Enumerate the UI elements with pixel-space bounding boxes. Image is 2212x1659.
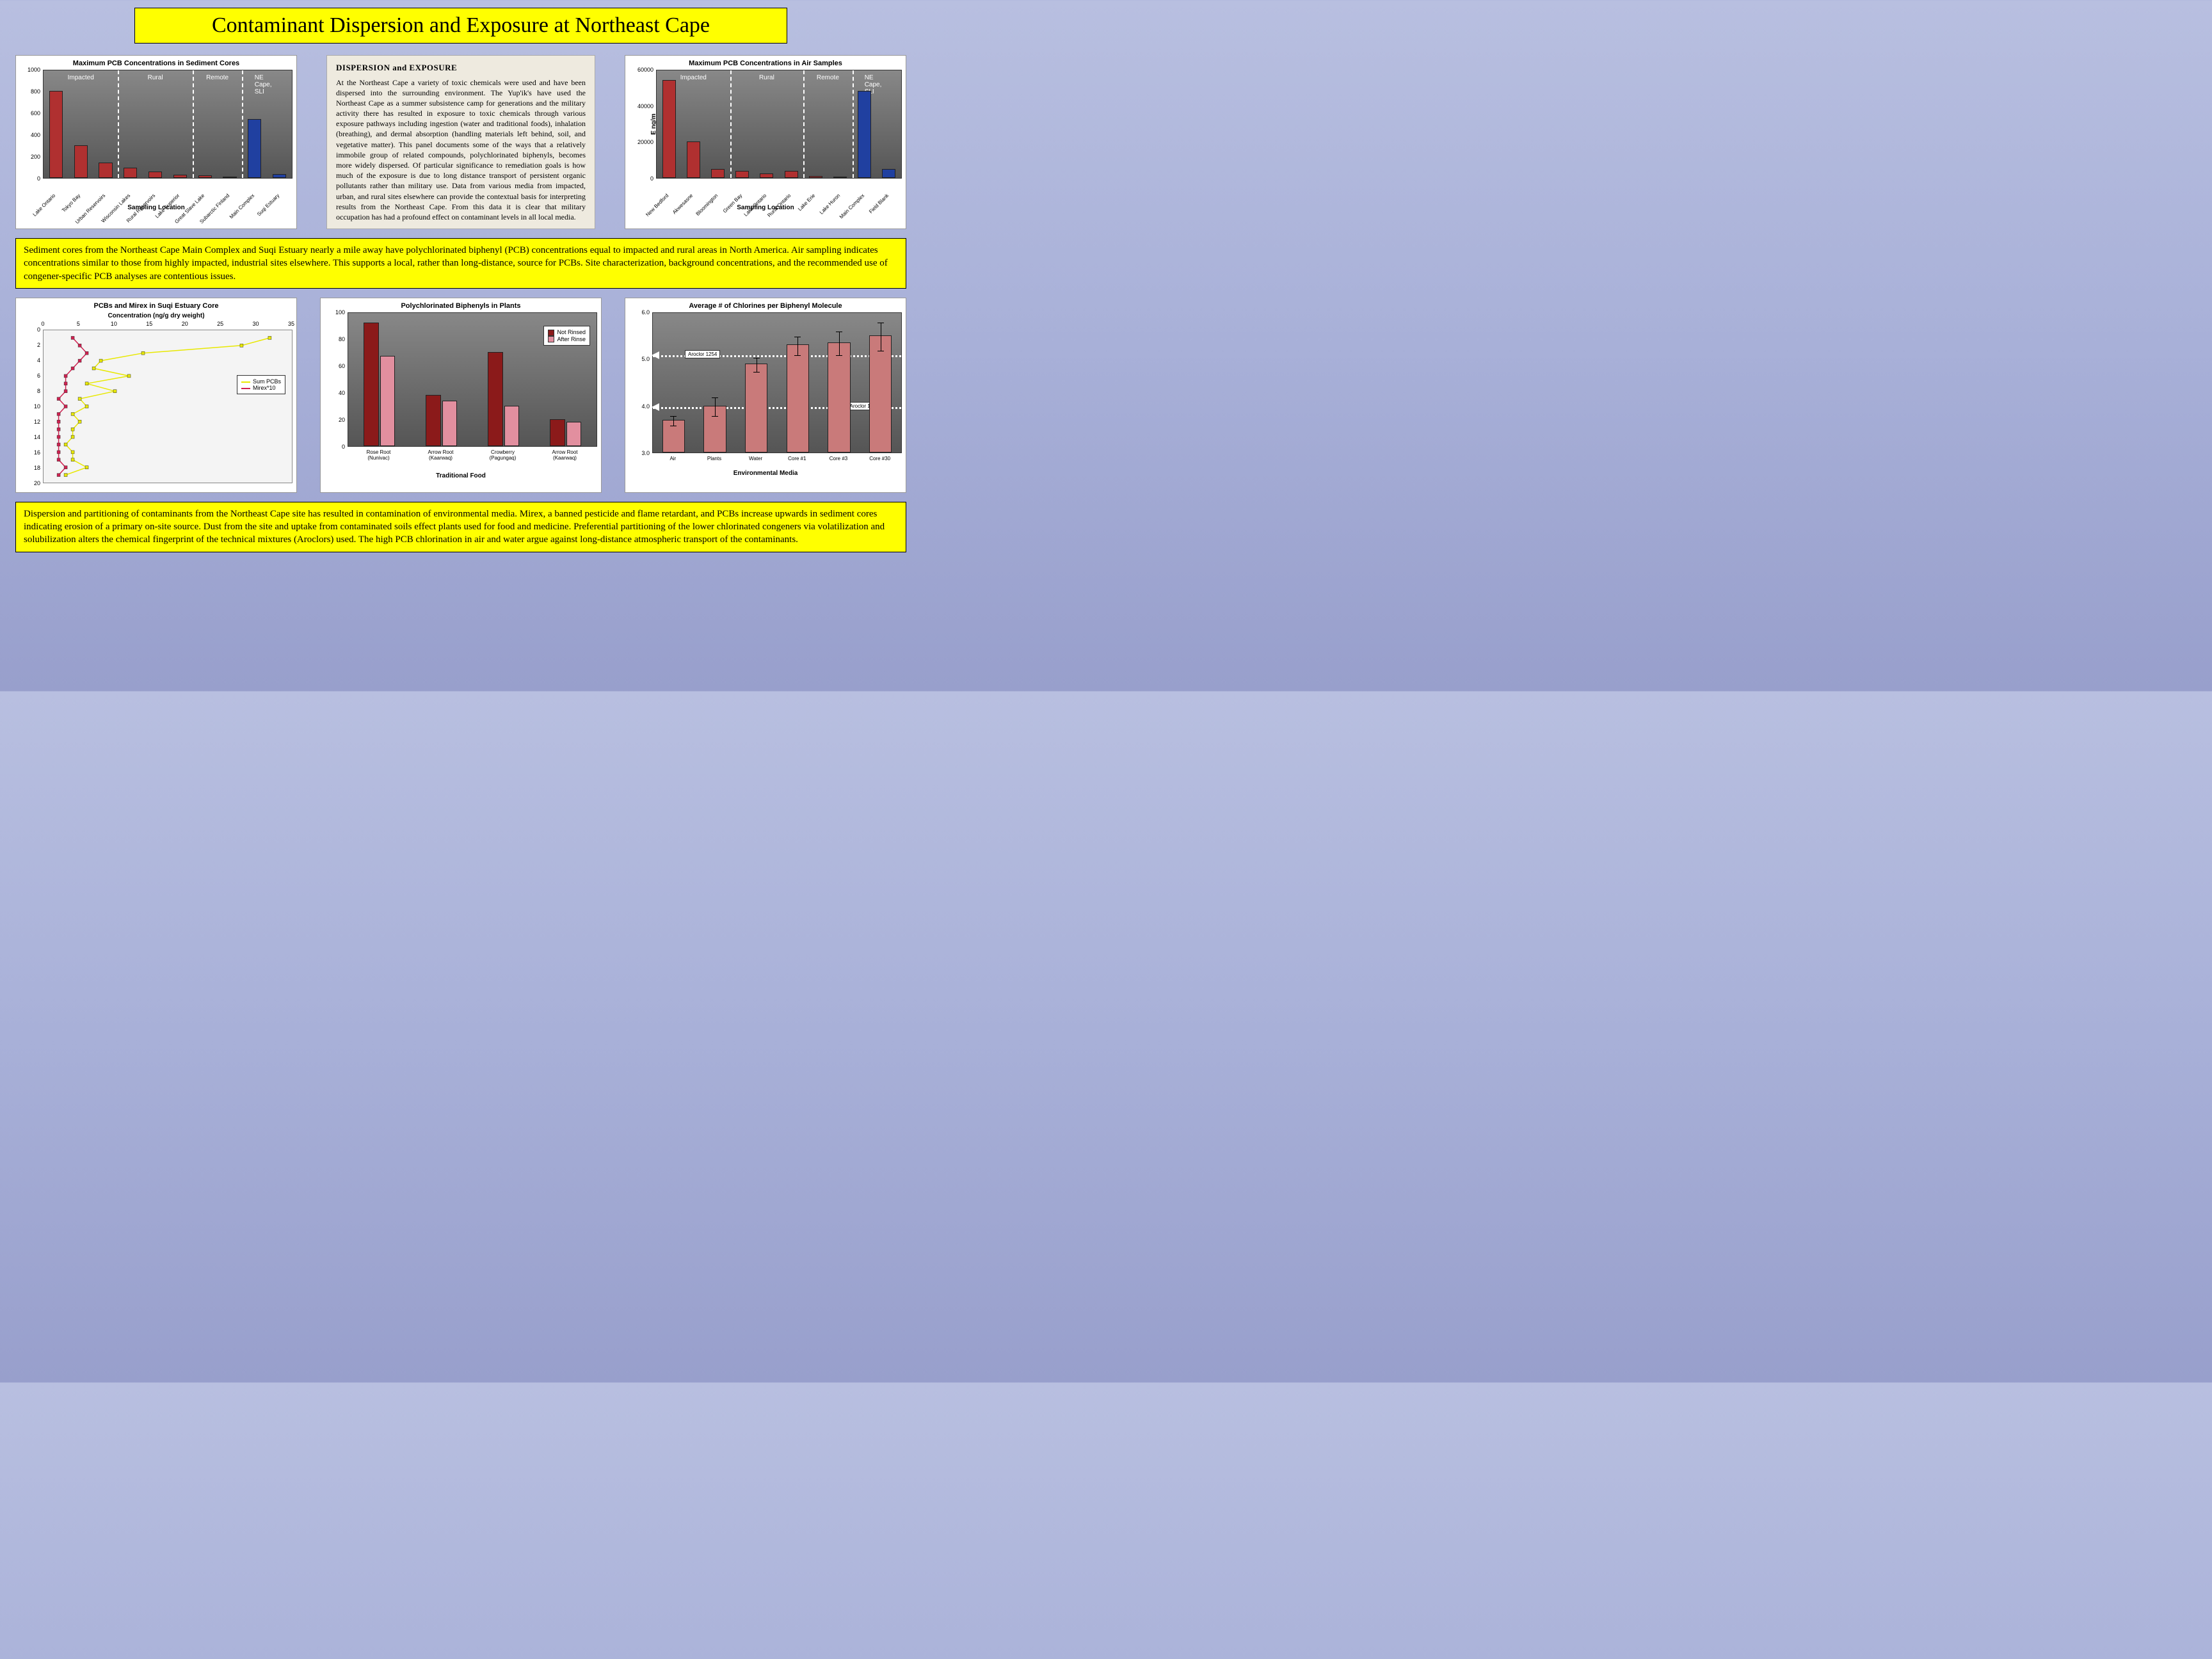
bar <box>566 422 581 446</box>
bar <box>809 176 822 178</box>
bar <box>380 356 395 446</box>
air-chart-title: Maximum PCB Concentrations in Air Sample… <box>629 60 902 67</box>
bar <box>785 171 798 178</box>
plants-xlabel: Traditional Food <box>325 472 597 479</box>
plants-chart-title: Polychlorinated Biphenyls in Plants <box>325 302 597 310</box>
bar <box>504 406 519 446</box>
bar <box>735 171 749 178</box>
bar <box>760 173 773 178</box>
core-chart-panel: PCBs and Mirex in Suqi Estuary Core Conc… <box>15 298 297 493</box>
bar <box>662 80 676 178</box>
core-plot: Sum PCBs Mirex*10 <box>43 330 293 483</box>
bar <box>687 141 700 178</box>
chlorines-chart-panel: Average # of Chlorines per Biphenyl Mole… <box>625 298 906 493</box>
sediment-xlabel: Sampling Location <box>20 204 293 211</box>
plants-chart-panel: Polychlorinated Biphenyls in Plants PCBs… <box>320 298 602 493</box>
chlorines-xlabel: Environmental Media <box>629 470 902 477</box>
air-plot: ImpactedRuralRemoteNE Cape, SLI <box>656 70 902 179</box>
bar <box>828 342 851 453</box>
bar <box>550 419 565 446</box>
bar <box>858 91 871 178</box>
bar <box>74 145 88 178</box>
dispersion-heading: DISPERSION and EXPOSURE <box>336 62 586 74</box>
sediment-plot: ImpactedRuralRemoteNE Cape, SLI <box>43 70 293 179</box>
bar <box>223 177 236 178</box>
bar <box>124 168 137 178</box>
bar <box>273 174 286 178</box>
bar <box>488 352 502 446</box>
plants-plot: Not Rinsed After Rinse <box>348 312 597 447</box>
bar <box>787 344 810 453</box>
sediment-chart-panel: Maximum PCB Concentrations in Sediment C… <box>15 55 297 229</box>
core-legend: Sum PCBs Mirex*10 <box>237 375 285 394</box>
summary-box-2: Dispersion and partitioning of contamina… <box>15 502 906 552</box>
bar <box>426 395 440 446</box>
bar <box>882 169 895 178</box>
row-1: Maximum PCB Concentrations in Sediment C… <box>15 55 906 229</box>
chlorines-chart-title: Average # of Chlorines per Biphenyl Mole… <box>629 302 902 310</box>
bar <box>248 119 261 178</box>
bar <box>148 172 162 178</box>
core-chart-title: PCBs and Mirex in Suqi Estuary Core <box>20 302 293 310</box>
bar <box>869 335 892 453</box>
page-title: Contaminant Dispersion and Exposure at N… <box>134 8 787 44</box>
bar <box>364 323 378 446</box>
core-chart-subtitle: Concentration (ng/g dry weight) <box>20 312 293 319</box>
bar <box>99 163 112 178</box>
summary-box-1: Sediment cores from the Northeast Cape M… <box>15 238 906 289</box>
bar <box>745 364 768 453</box>
sediment-chart-title: Maximum PCB Concentrations in Sediment C… <box>20 60 293 67</box>
bar <box>173 175 187 178</box>
air-chart-panel: Maximum PCB Concentrations in Air Sample… <box>625 55 906 229</box>
chlorines-plot: Aroclor 1254Aroclor 1248 <box>652 312 902 453</box>
plants-legend: Not Rinsed After Rinse <box>543 326 590 346</box>
air-xlabel: Sampling Location <box>629 204 902 211</box>
bar <box>198 175 212 178</box>
bar <box>711 169 725 178</box>
bar <box>49 91 63 178</box>
dispersion-text-panel: DISPERSION and EXPOSURE At the Northeast… <box>326 55 595 229</box>
row-2: PCBs and Mirex in Suqi Estuary Core Conc… <box>15 298 906 493</box>
bar <box>833 177 847 178</box>
dispersion-body: At the Northeast Cape a variety of toxic… <box>336 77 586 223</box>
bar <box>442 401 457 446</box>
